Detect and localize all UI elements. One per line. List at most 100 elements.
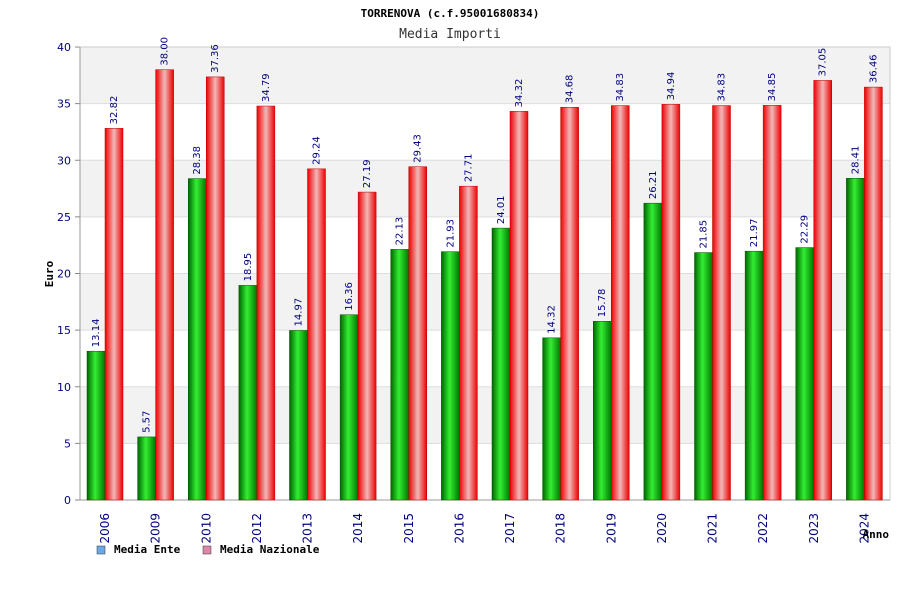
legend-label-media-ente: Media Ente [114, 543, 181, 556]
bar-value-label: 13.14 [91, 319, 102, 348]
bar-value-label: 22.13 [395, 217, 406, 246]
legend: Media Ente Media Nazionale [96, 543, 320, 556]
y-tick-label: 20 [57, 268, 71, 281]
bar-media-nazionale-2020 [661, 104, 681, 501]
bar-media-nazionale-2009 [155, 69, 174, 501]
bar-value-label: 37.05 [818, 48, 829, 77]
bar-media-ente-2010 [188, 178, 207, 501]
x-tick-label-2020: 2020 [655, 513, 669, 544]
bar-media-ente-2018 [542, 337, 561, 501]
bar-media-ente-2019 [593, 321, 612, 501]
legend-label-media-nazionale: Media Nazionale [220, 543, 320, 556]
bar-value-label: 21.93 [445, 219, 456, 248]
y-axis-label: Euro [43, 260, 56, 287]
bar-media-nazionale-2023 [813, 80, 832, 501]
bar-value-label: 34.68 [565, 75, 576, 104]
x-tick-label-2019: 2019 [604, 513, 618, 544]
bar-media-ente-2012 [238, 285, 258, 501]
bar-value-label: 16.36 [344, 282, 355, 311]
bar-value-label: 34.85 [767, 73, 778, 102]
x-tick-label-2022: 2022 [756, 513, 770, 544]
x-tick-label-2013: 2013 [301, 513, 315, 544]
x-tick-label-2017: 2017 [503, 513, 517, 544]
bar-media-nazionale-2013 [307, 168, 326, 501]
x-tick-label-2014: 2014 [351, 513, 365, 544]
bar-value-label: 27.71 [463, 154, 474, 183]
x-tick-label-2018: 2018 [554, 513, 568, 544]
bar-media-nazionale-2017 [509, 111, 529, 501]
x-tick-label-2012: 2012 [250, 513, 264, 544]
bar-media-nazionale-2014 [357, 191, 377, 501]
bar-value-label: 34.79 [261, 73, 272, 102]
bar-media-nazionale-2024 [864, 86, 883, 501]
bar-value-label: 14.32 [547, 305, 558, 334]
bar-media-ente-2014 [339, 314, 359, 501]
y-tick-label: 30 [57, 154, 71, 167]
y-axis-ticks: 0 5 10 15 20 25 30 35 40 [57, 41, 71, 507]
bar-value-label: 15.78 [597, 289, 608, 318]
bar-value-label: 37.36 [210, 44, 221, 73]
bar-value-label: 34.94 [666, 72, 677, 101]
bar-media-ente-2015 [390, 249, 409, 501]
bar-value-label: 22.29 [800, 215, 811, 244]
bar-media-ente-2020 [643, 202, 663, 501]
bar-value-label: 21.97 [749, 219, 760, 248]
x-tick-label-2015: 2015 [402, 513, 416, 544]
bars [86, 69, 883, 501]
x-tick-label-2016: 2016 [452, 513, 466, 544]
bar-media-ente-2023 [795, 247, 814, 501]
bar-value-label: 34.32 [514, 79, 525, 108]
bar-media-ente-2022 [744, 250, 764, 501]
x-tick-label-2006: 2006 [98, 513, 112, 544]
chart-title: TORRENOVA (c.f.95001680834) [361, 7, 540, 20]
bar-media-ente-2009 [137, 436, 156, 501]
x-tick-label-2024: 2024 [857, 513, 871, 544]
y-tick-label: 35 [57, 98, 71, 111]
bar-media-nazionale-2006 [104, 128, 124, 501]
bar-value-label: 34.83 [615, 73, 626, 102]
bar-media-nazionale-2012 [256, 105, 276, 501]
bar-value-label: 21.85 [699, 220, 710, 249]
y-tick-label: 25 [57, 211, 71, 224]
chart-subtitle: Media Importi [399, 27, 501, 42]
x-axis-label: Anno [863, 528, 890, 541]
bar-media-nazionale-2015 [408, 166, 427, 501]
legend-swatch-media-nazionale [202, 545, 212, 555]
bar-value-label: 29.24 [312, 136, 323, 165]
y-tick-label: 5 [64, 437, 71, 450]
bar-value-label: 28.41 [850, 146, 861, 175]
bar-value-label: 29.43 [413, 134, 424, 163]
legend-swatch-media-ente [96, 545, 106, 555]
bar-media-nazionale-2019 [611, 105, 630, 501]
bar-value-label: 34.83 [717, 73, 728, 102]
bar-media-ente-2006 [86, 350, 106, 501]
bar-value-label: 26.21 [648, 171, 659, 200]
y-tick-label: 10 [57, 381, 71, 394]
x-tick-label-2009: 2009 [149, 513, 163, 544]
bar-value-label: 14.97 [294, 298, 305, 327]
bar-value-label: 32.82 [109, 96, 120, 125]
bar-value-label: 5.57 [142, 411, 153, 433]
bar-media-ente-2016 [441, 251, 460, 501]
y-tick-label: 15 [57, 324, 71, 337]
x-tick-label-2010: 2010 [199, 513, 213, 544]
bar-media-ente-2024 [846, 178, 865, 501]
y-tick-label: 40 [57, 41, 71, 54]
bar-value-label: 18.95 [243, 253, 254, 282]
bar-media-nazionale-2016 [459, 185, 478, 501]
y-tick-label: 0 [64, 494, 71, 507]
bar-media-nazionale-2021 [712, 105, 731, 501]
bar-media-ente-2017 [491, 227, 511, 501]
bar-media-nazionale-2022 [762, 105, 782, 501]
x-axis-ticks: 2006 2009 2010 2012 2013 2014 2015 2016 2017 2018… [98, 513, 871, 544]
bar-value-label: 24.01 [496, 195, 507, 224]
bar-media-nazionale-2018 [560, 106, 579, 501]
x-tick-label-2023: 2023 [807, 513, 821, 544]
bar-media-nazionale-2010 [206, 76, 225, 501]
bar-media-ente-2013 [289, 330, 308, 501]
x-tick-label-2021: 2021 [706, 513, 720, 544]
bar-value-label: 28.38 [192, 146, 203, 175]
bar-value-label: 27.19 [362, 159, 373, 188]
bar-media-ente-2021 [694, 252, 713, 501]
